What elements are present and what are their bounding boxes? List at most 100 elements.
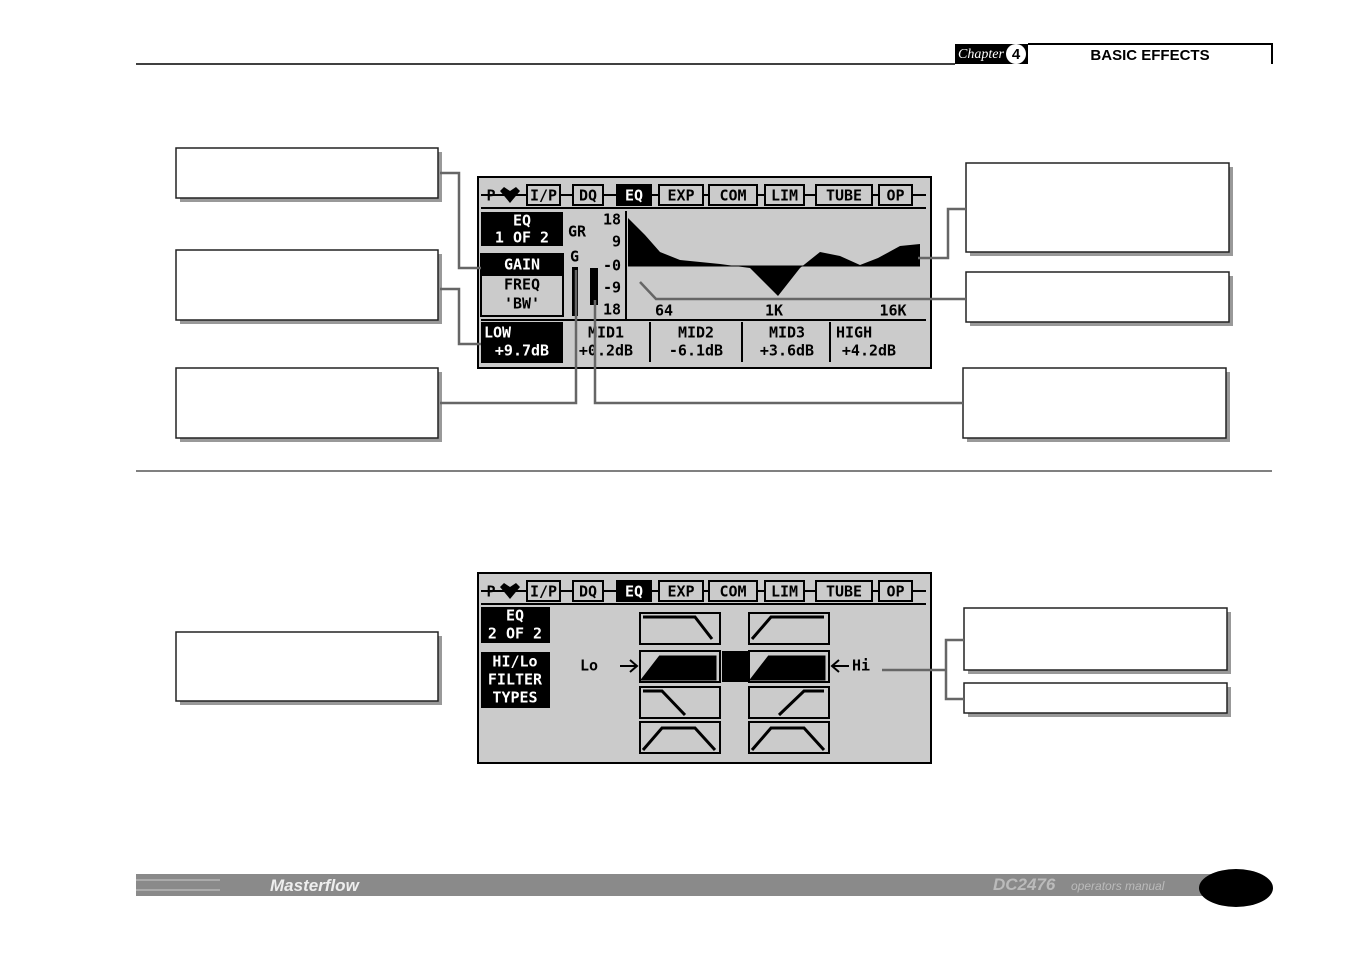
footer-badge	[1199, 869, 1273, 907]
tab-label: TUBE	[826, 187, 862, 205]
tab	[658, 580, 704, 602]
callout-box	[175, 249, 439, 321]
tab	[572, 580, 604, 602]
callout-box	[175, 631, 439, 702]
band-name: HIGH	[836, 324, 872, 342]
filter-shape	[750, 726, 826, 752]
tab	[616, 184, 652, 206]
tab-label: EQ	[625, 187, 643, 205]
header-frame	[1028, 43, 1273, 64]
filter-label: TYPES	[492, 689, 537, 707]
filter-label: HI/Lo	[492, 653, 537, 671]
tab	[815, 184, 873, 206]
param-label: GAIN	[504, 256, 540, 274]
tab-label: EXP	[667, 187, 694, 205]
param-label: 'BW'	[504, 295, 540, 313]
tab-label: LIM	[771, 187, 798, 205]
tab-label: OP	[886, 583, 904, 601]
callout-box	[963, 607, 1228, 671]
lo-arrow	[620, 659, 639, 673]
callout-box	[963, 682, 1228, 714]
callout-box	[175, 367, 439, 439]
tab-label: COM	[719, 583, 746, 601]
leader-line	[440, 287, 481, 346]
leader-line	[593, 300, 963, 405]
filter-shape	[643, 615, 714, 640]
page-label: EQ	[513, 212, 531, 230]
leader-line	[944, 638, 964, 701]
tab-label: P	[486, 187, 495, 205]
tab-label: TUBE	[826, 583, 862, 601]
leader-line	[918, 207, 966, 260]
callout-box	[965, 271, 1230, 323]
callout-box	[962, 367, 1227, 439]
callout-box	[175, 147, 439, 199]
filter-selector	[722, 651, 748, 682]
leader-line	[440, 270, 578, 405]
band-value: +3.6dB	[760, 342, 814, 360]
tab-label: DQ	[579, 187, 597, 205]
footer-model: DC2476	[993, 875, 1056, 894]
hi-arrow	[830, 659, 849, 673]
band-name: LOW	[484, 324, 512, 342]
footer-bar	[136, 874, 1211, 896]
tab	[526, 580, 561, 602]
hi-label: Hi	[852, 657, 870, 675]
param-highlight	[481, 254, 563, 276]
scale-label: 18	[603, 211, 621, 229]
preset-arrow	[500, 187, 520, 203]
lo-label: Lo	[580, 657, 598, 675]
tab	[764, 184, 805, 206]
tab-label: I/P	[530, 187, 557, 205]
callout-box	[965, 162, 1230, 253]
chapter-badge	[1006, 44, 1026, 64]
tab	[616, 580, 652, 602]
page-label: EQ	[506, 607, 524, 625]
scale-label: -0	[603, 257, 621, 275]
tab-label: OP	[886, 187, 904, 205]
band-name: MID3	[769, 324, 805, 342]
leader-line	[639, 281, 966, 301]
tab	[878, 184, 913, 206]
band-highlight	[481, 322, 563, 363]
page-label: 2 OF 2	[488, 625, 542, 643]
leader-line	[440, 171, 481, 270]
band-name: MID2	[678, 324, 714, 342]
band-name: MID1	[588, 324, 624, 342]
filter-shape	[748, 655, 826, 681]
tab	[708, 580, 758, 602]
filter-shape	[750, 615, 824, 640]
freq-label: 64	[655, 302, 673, 320]
tab-label: COM	[719, 187, 746, 205]
filter-shape	[639, 655, 717, 681]
filter-label: FILTER	[488, 671, 543, 689]
eq-curve	[628, 218, 920, 296]
chapter-label: Chapter	[958, 47, 1004, 62]
tab	[815, 580, 873, 602]
tab	[526, 184, 561, 206]
preset-arrow	[500, 583, 520, 599]
filter-shape	[641, 726, 717, 752]
page-indicator	[481, 607, 550, 643]
page-label: 1 OF 2	[495, 229, 549, 247]
meter-label: G	[570, 248, 579, 266]
filter-shape	[777, 689, 824, 717]
tab-label: EQ	[625, 583, 643, 601]
tab-label: P	[486, 583, 495, 601]
scale-label: 9	[612, 233, 621, 251]
band-value: -6.1dB	[669, 342, 723, 360]
filter-label-box	[481, 652, 550, 708]
param-label: FREQ	[504, 276, 540, 294]
tab	[764, 580, 805, 602]
tab-label: LIM	[771, 583, 798, 601]
page-indicator	[481, 212, 563, 246]
meter-bar	[590, 268, 598, 305]
meter-label: GR	[568, 223, 587, 241]
tab	[878, 580, 913, 602]
tab	[572, 184, 604, 206]
tab-label: I/P	[530, 583, 557, 601]
band-value: +9.7dB	[495, 342, 549, 360]
chapter-number: 4	[1012, 46, 1021, 63]
freq-label: 16K	[879, 302, 906, 320]
